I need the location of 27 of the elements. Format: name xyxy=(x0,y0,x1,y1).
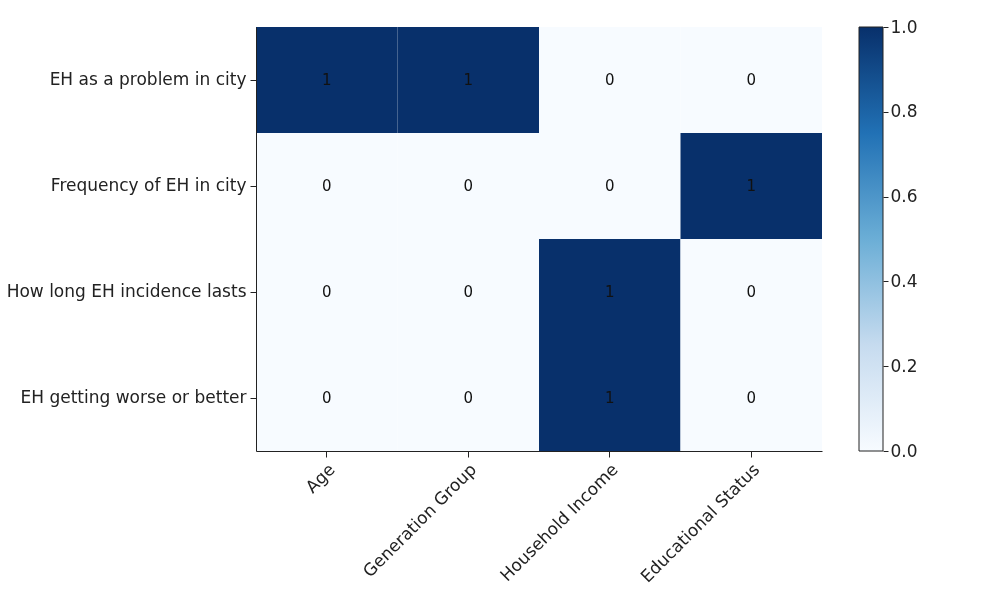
data-label: 0 xyxy=(463,389,474,407)
data-label: 1 xyxy=(604,283,615,301)
data-label: 0 xyxy=(746,389,757,407)
data-label: 0 xyxy=(746,283,757,301)
color-bar-label: 0.6 xyxy=(890,186,918,207)
data-label: 0 xyxy=(321,177,332,195)
data-label: 0 xyxy=(321,283,332,301)
y-tick-label: How long EH incidence lasts xyxy=(6,281,247,301)
color-bar-label: 0.0 xyxy=(890,440,918,461)
data-label: 0 xyxy=(604,177,615,195)
data-label: 0 xyxy=(321,389,332,407)
color-bar-label: 1.0 xyxy=(890,16,918,37)
y-tick-label: Frequency of EH in city xyxy=(50,175,247,195)
data-label: 0 xyxy=(463,283,474,301)
data-label: 1 xyxy=(321,71,332,89)
data-label: 1 xyxy=(604,389,615,407)
y-tick-label: EH as a problem in city xyxy=(49,69,247,89)
color-bar-label: 0.2 xyxy=(890,355,918,376)
data-label: 0 xyxy=(463,177,474,195)
color-bar-label: 0.8 xyxy=(890,101,918,122)
data-label: 0 xyxy=(746,71,757,89)
color-bar-label: 0.4 xyxy=(890,270,918,291)
data-label: 0 xyxy=(604,71,615,89)
data-label: 1 xyxy=(746,177,757,195)
y-tick-label: EH getting worse or better xyxy=(20,387,247,407)
data-label: 1 xyxy=(463,71,474,89)
x-tick-label: Age xyxy=(301,459,339,497)
